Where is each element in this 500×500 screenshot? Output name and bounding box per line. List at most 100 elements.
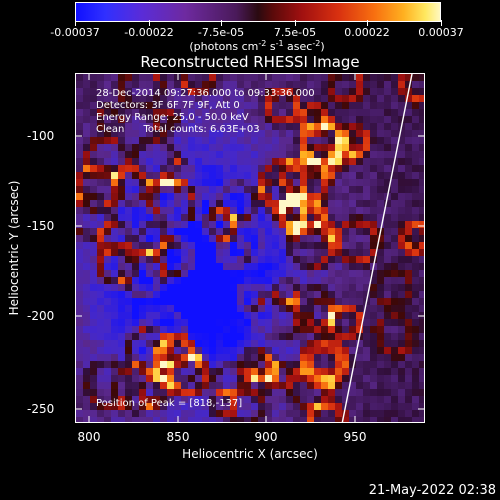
heatmap-cell: [265, 396, 272, 403]
heatmap-cell: [279, 347, 286, 354]
heatmap-cell: [342, 312, 349, 319]
heatmap-cell: [307, 291, 314, 298]
heatmap-cell: [160, 81, 167, 88]
heatmap-cell: [321, 291, 328, 298]
heatmap-cell: [321, 200, 328, 207]
heatmap-cell: [139, 207, 146, 214]
heatmap-cell: [349, 368, 356, 375]
heatmap-cell: [398, 284, 405, 291]
heatmap-cell: [202, 396, 209, 403]
heatmap-cell: [356, 298, 363, 305]
heatmap-cell: [363, 396, 370, 403]
heatmap-cell: [83, 340, 90, 347]
heatmap-cell: [391, 109, 398, 116]
heatmap-cell: [370, 102, 377, 109]
heatmap-cell: [223, 242, 230, 249]
heatmap-cell: [265, 179, 272, 186]
heatmap-cell: [188, 298, 195, 305]
heatmap-cell: [356, 221, 363, 228]
heatmap-cell: [209, 270, 216, 277]
heatmap-cell: [153, 116, 160, 123]
heatmap-cell: [132, 382, 139, 389]
heatmap-cell: [300, 158, 307, 165]
heatmap-cell: [202, 186, 209, 193]
heatmap-cell: [97, 263, 104, 270]
heatmap-cell: [279, 361, 286, 368]
heatmap-cell: [167, 137, 174, 144]
heatmap-cell: [356, 249, 363, 256]
heatmap-cell: [419, 95, 424, 102]
heatmap-cell: [398, 200, 405, 207]
heatmap-cell: [398, 403, 405, 410]
heatmap-cell: [279, 326, 286, 333]
heatmap-cell: [76, 214, 83, 221]
heatmap-cell: [405, 235, 412, 242]
heatmap-cell: [223, 144, 230, 151]
heatmap-cell: [384, 172, 391, 179]
heatmap-cell: [363, 165, 370, 172]
heatmap-cell: [377, 151, 384, 158]
heatmap-cell: [258, 123, 265, 130]
heatmap-cell: [104, 396, 111, 403]
heatmap-cell: [377, 375, 384, 382]
heatmap-cell: [279, 172, 286, 179]
heatmap-cell: [216, 249, 223, 256]
heatmap-cell: [132, 193, 139, 200]
heatmap-cell: [181, 263, 188, 270]
heatmap-cell: [342, 326, 349, 333]
heatmap-cell: [398, 109, 405, 116]
heatmap-cell: [167, 284, 174, 291]
heatmap-cell: [349, 263, 356, 270]
heatmap-cell: [216, 109, 223, 116]
heatmap-cell: [195, 389, 202, 396]
heatmap-cell: [97, 242, 104, 249]
heatmap-cell: [314, 186, 321, 193]
heatmap-cell: [181, 88, 188, 95]
heatmap-cell: [111, 88, 118, 95]
heatmap-cell: [188, 137, 195, 144]
heatmap-cell: [160, 256, 167, 263]
heatmap-cell: [342, 305, 349, 312]
heatmap-cell: [405, 158, 412, 165]
heatmap-cell: [209, 242, 216, 249]
heatmap-cell: [181, 361, 188, 368]
heatmap-cell: [139, 256, 146, 263]
heatmap-cell: [349, 88, 356, 95]
heatmap-cell: [139, 389, 146, 396]
heatmap-cell: [118, 347, 125, 354]
heatmap-cell: [90, 186, 97, 193]
heatmap-cell: [181, 410, 188, 417]
heatmap-cell: [251, 249, 258, 256]
heatmap-cell: [342, 123, 349, 130]
heatmap-cell: [209, 102, 216, 109]
heatmap-cell: [195, 172, 202, 179]
heatmap-cell: [125, 116, 132, 123]
heatmap-cell: [237, 326, 244, 333]
heatmap-cell: [111, 158, 118, 165]
heatmap-cell: [370, 228, 377, 235]
heatmap-cell: [223, 326, 230, 333]
heatmap-cell: [321, 256, 328, 263]
heatmap-cell: [293, 326, 300, 333]
info-time-range: 28-Dec-2014 09:27:36.000 to 09:33:36.000: [96, 88, 315, 99]
heatmap-cell: [349, 102, 356, 109]
heatmap-cell: [76, 333, 83, 340]
heatmap-cell: [104, 88, 111, 95]
heatmap-cell: [377, 88, 384, 95]
heatmap-cell: [342, 417, 349, 422]
heatmap-cell: [258, 144, 265, 151]
heatmap-cell: [237, 165, 244, 172]
heatmap-cell: [391, 123, 398, 130]
heatmap-cell: [90, 137, 97, 144]
heatmap-cell: [139, 242, 146, 249]
heatmap-cell: [391, 144, 398, 151]
heatmap-cell: [335, 382, 342, 389]
heatmap-cell: [125, 74, 132, 81]
heatmap-cell: [153, 137, 160, 144]
heatmap-cell: [167, 235, 174, 242]
heatmap-cell: [237, 249, 244, 256]
x-axis-label: Heliocentric X (arcsec): [182, 447, 318, 461]
heatmap-cell: [307, 88, 314, 95]
heatmap-cell: [265, 200, 272, 207]
heatmap-cell: [97, 347, 104, 354]
